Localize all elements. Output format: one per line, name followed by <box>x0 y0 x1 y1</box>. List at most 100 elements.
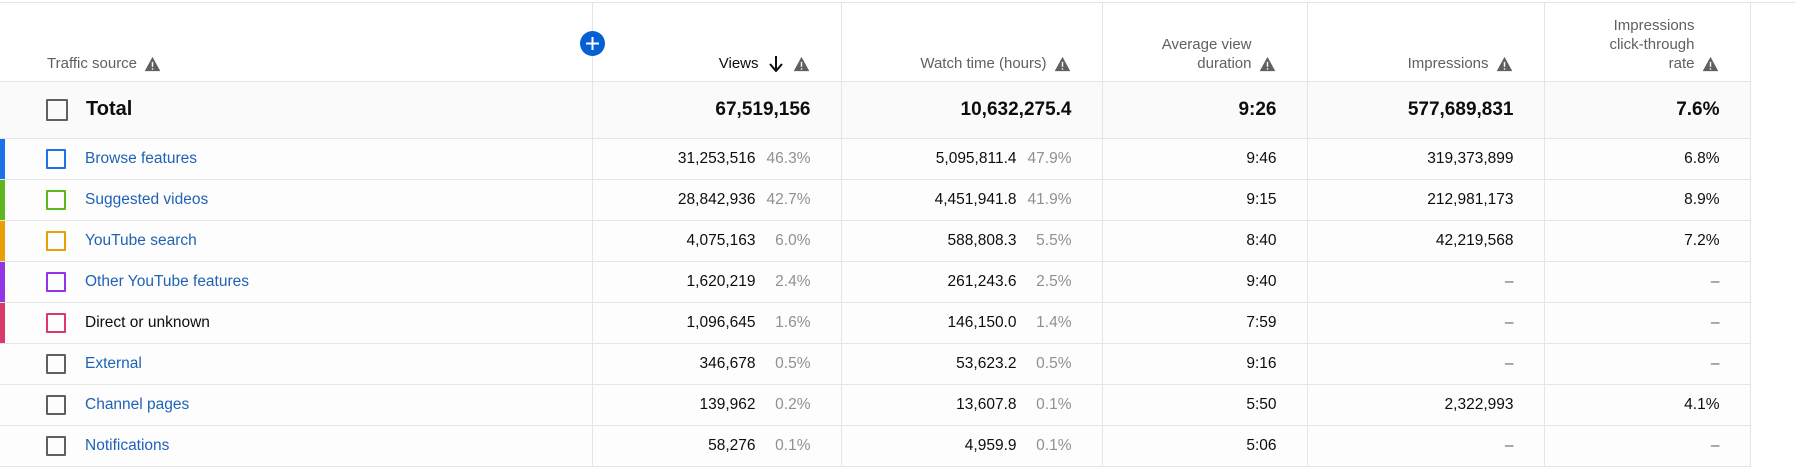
watch-time-value: 4,959.9 <box>964 436 1017 454</box>
source-name[interactable]: Suggested videos <box>85 190 209 208</box>
column-header-traffic-source[interactable]: Traffic source <box>0 3 605 82</box>
warning-icon[interactable] <box>1054 56 1071 72</box>
views-cell: 1,096,645 1.6% <box>592 302 842 343</box>
ctr-cell: 6.8% <box>1544 138 1751 179</box>
source-name[interactable]: Browse features <box>85 149 197 167</box>
views-percent: 0.2% <box>775 395 811 413</box>
warning-icon[interactable] <box>1259 56 1276 72</box>
views-percent: 0.5% <box>775 354 811 372</box>
views-value: 28,842,936 <box>677 190 756 208</box>
source-name[interactable]: Channel pages <box>85 395 190 413</box>
views-percent: 6.0% <box>775 231 811 249</box>
avg-view-duration-cell: 9:16 <box>1102 343 1308 384</box>
watch-time-percent: 0.1% <box>1036 395 1072 413</box>
row-checkbox[interactable] <box>46 394 66 415</box>
total-avg-view-duration: 9:26 <box>1102 81 1308 138</box>
column-label: Watch time (hours) <box>920 54 1047 72</box>
views-cell: 139,962 0.2% <box>592 384 842 425</box>
watch-time-percent: 0.1% <box>1036 436 1072 454</box>
series-color-bar <box>0 261 5 302</box>
ctr-cell: – <box>1544 302 1751 343</box>
views-value: 1,620,219 <box>686 272 756 290</box>
row-checkbox[interactable] <box>46 271 66 292</box>
ctr-cell: – <box>1544 261 1751 302</box>
source-cell: YouTube search <box>0 220 593 261</box>
row-checkbox[interactable] <box>46 312 66 333</box>
views-cell: 4,075,163 6.0% <box>592 220 842 261</box>
table-row[interactable]: Direct or unknown 1,096,645 1.6% 146,150.0 1… <box>0 302 1751 343</box>
views-value: 1,096,645 <box>686 313 756 331</box>
impressions-cell: – <box>1307 343 1545 384</box>
arrow-down-icon[interactable] <box>768 55 783 72</box>
series-color-bar <box>0 138 5 179</box>
watch-time-value: 261,243.6 <box>947 272 1017 290</box>
row-checkbox[interactable] <box>46 148 66 169</box>
watch-time-cell: 4,959.9 0.1% <box>841 425 1103 466</box>
row-checkbox[interactable] <box>46 189 66 210</box>
ctr-cell: 8.9% <box>1544 179 1751 220</box>
warning-icon[interactable] <box>1496 56 1513 72</box>
table-row[interactable]: Other YouTube features 1,620,219 2.4% 261,2… <box>0 261 1751 302</box>
views-cell: 58,276 0.1% <box>592 425 842 466</box>
source-name[interactable]: Other YouTube features <box>85 272 250 290</box>
source-cell: Channel pages <box>0 384 593 425</box>
views-value: 58,276 <box>708 436 756 454</box>
source-cell: Notifications <box>0 425 593 466</box>
watch-time-percent: 47.9% <box>1027 149 1072 167</box>
top-divider <box>0 2 1795 3</box>
add-metric-button[interactable] <box>579 31 605 56</box>
watch-time-value: 588,808.3 <box>947 231 1017 249</box>
watch-time-percent: 0.5% <box>1036 354 1072 372</box>
row-checkbox[interactable] <box>46 230 66 251</box>
warning-icon[interactable] <box>1702 56 1719 72</box>
column-header-avg-view-duration[interactable]: Average view duration <box>1102 3 1308 82</box>
column-label: Views <box>718 54 759 72</box>
source-cell: Browse features <box>0 138 593 179</box>
ctr-cell: – <box>1544 343 1751 384</box>
source-name[interactable]: YouTube search <box>85 231 197 249</box>
plus-icon <box>585 37 599 50</box>
total-checkbox[interactable] <box>46 98 68 121</box>
row-checkbox[interactable] <box>46 435 66 456</box>
table-row[interactable]: External 346,678 0.5% 53,623.2 0.5% 9:16– – <box>0 343 1751 384</box>
watch-time-cell: 146,150.0 1.4% <box>841 302 1103 343</box>
impressions-cell: 2,322,993 <box>1307 384 1545 425</box>
column-header-impressions[interactable]: Impressions <box>1307 3 1545 82</box>
avg-view-duration-cell: 7:59 <box>1102 302 1308 343</box>
impressions-cell: 212,981,173 <box>1307 179 1545 220</box>
column-header-ctr[interactable]: Impressions click-through rate <box>1544 3 1751 82</box>
watch-time-percent: 41.9% <box>1027 190 1072 208</box>
views-percent: 42.7% <box>766 190 811 208</box>
views-percent: 0.1% <box>775 436 811 454</box>
warning-icon[interactable] <box>144 56 161 72</box>
source-name[interactable]: External <box>85 354 142 372</box>
column-header-watch-time[interactable]: Watch time (hours) <box>841 3 1103 82</box>
column-label: Traffic source <box>47 54 138 72</box>
total-name-cell: Total <box>0 81 593 138</box>
table-row[interactable]: Channel pages 139,962 0.2% 13,607.8 0.1% 5:50… <box>0 384 1751 425</box>
table-row[interactable]: Suggested videos 28,842,936 42.7% 4,451,941… <box>0 179 1751 220</box>
watch-time-value: 4,451,941.8 <box>934 190 1017 208</box>
warning-icon[interactable] <box>793 56 810 72</box>
table-row[interactable]: Browse features 31,253,516 46.3% 5,095,811.… <box>0 138 1751 179</box>
source-name[interactable]: Notifications <box>85 436 170 454</box>
watch-time-value: 146,150.0 <box>947 313 1017 331</box>
avg-view-duration-cell: 9:15 <box>1102 179 1308 220</box>
table-row[interactable]: Notifications 58,276 0.1% 4,959.9 0.1% 5:06– – <box>0 425 1751 466</box>
watch-time-value: 5,095,811.4 <box>935 149 1017 167</box>
source-cell: Suggested videos <box>0 179 593 220</box>
column-header-views[interactable]: Views <box>592 3 842 82</box>
table-row[interactable]: YouTube search 4,075,163 6.0% 588,808.3 5.5%… <box>0 220 1751 261</box>
impressions-cell: – <box>1307 302 1545 343</box>
source-cell: Other YouTube features <box>0 261 593 302</box>
total-row: Total 67,519,156 10,632,275.4 9:26 577,6… <box>0 81 1751 138</box>
source-cell: Direct or unknown <box>0 302 593 343</box>
views-cell: 28,842,936 42.7% <box>592 179 842 220</box>
row-checkbox[interactable] <box>46 353 66 374</box>
avg-view-duration-cell: 5:50 <box>1102 384 1308 425</box>
total-views: 67,519,156 <box>592 81 842 138</box>
source-name: Direct or unknown <box>85 313 210 331</box>
watch-time-value: 13,607.8 <box>956 395 1017 413</box>
views-percent: 1.6% <box>775 313 811 331</box>
total-ctr: 7.6% <box>1544 81 1751 138</box>
